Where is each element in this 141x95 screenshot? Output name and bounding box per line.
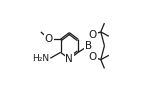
Text: B: B: [85, 41, 92, 51]
Text: O: O: [89, 30, 97, 40]
Text: O: O: [89, 52, 97, 62]
Text: N: N: [65, 54, 73, 64]
Text: O: O: [45, 34, 53, 44]
Text: H₂N: H₂N: [32, 54, 49, 63]
